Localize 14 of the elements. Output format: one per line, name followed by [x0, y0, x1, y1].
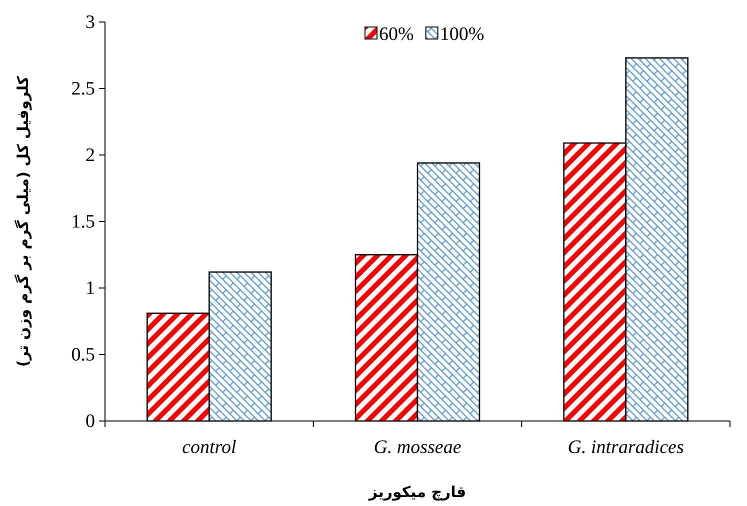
y-tick-label: 1.5	[71, 212, 95, 232]
y-tick-label: 2.5	[71, 78, 95, 100]
legend-label: 60%	[379, 24, 414, 45]
y-tick-label: 3	[86, 12, 95, 33]
x-tick-label: G. intraradices	[568, 437, 684, 458]
y-axis-title: کلروفیل کل (میلی گرم بر گرم وزن تر)	[14, 76, 32, 367]
y-tick-label: 0.5	[71, 344, 95, 366]
x-axis-title: قارچ میکوریز	[368, 483, 466, 501]
y-tick-label: 0	[86, 411, 95, 432]
y-tick-label: 1	[86, 278, 95, 299]
x-tick-label: G. mosseae	[374, 437, 462, 458]
y-tick-label: 2	[86, 145, 95, 166]
x-tick-label: control	[182, 437, 236, 458]
legend-label: 100%	[440, 24, 484, 45]
